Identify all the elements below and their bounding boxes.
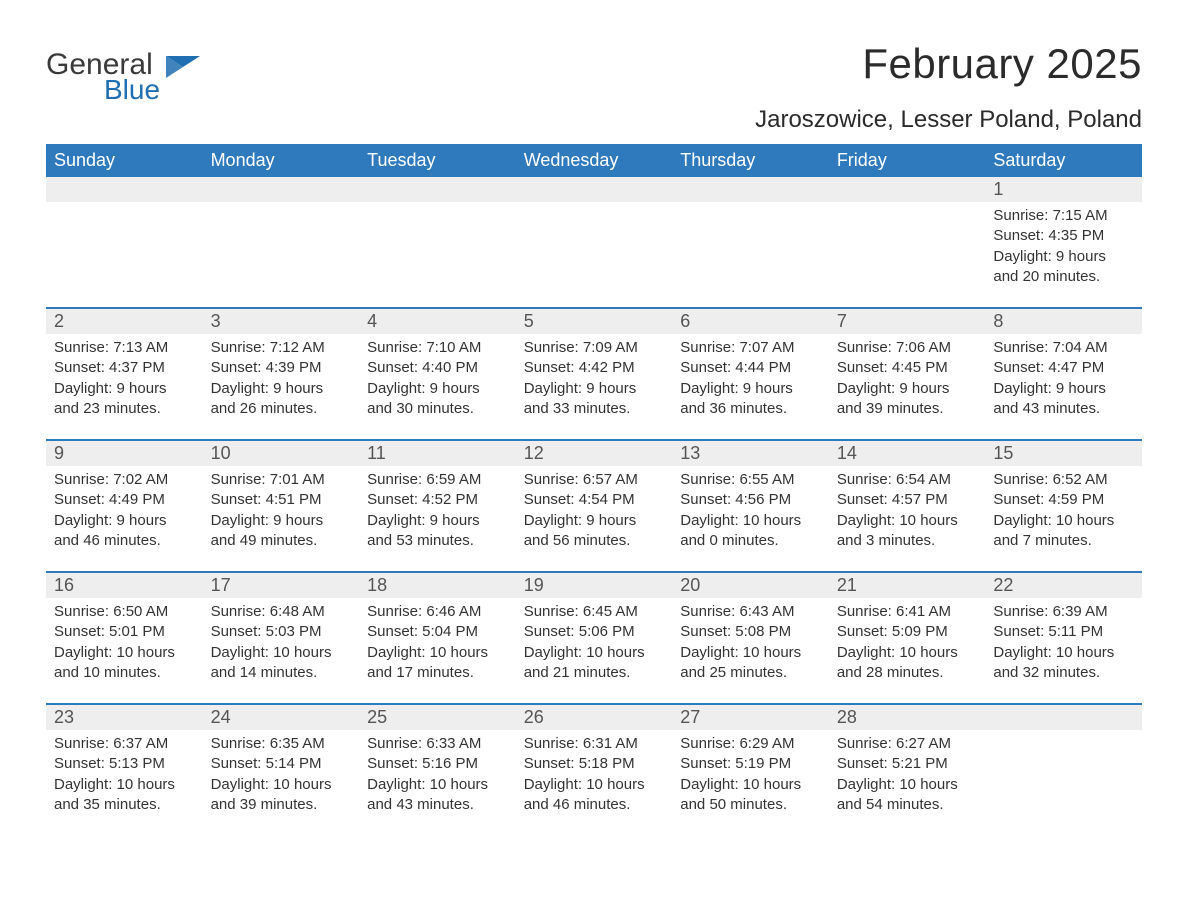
calendar-body: 1 Sunrise: 7:15 AMSunset: 4:35 PMDayligh… bbox=[46, 177, 1142, 835]
day-detail-cell: Sunrise: 7:09 AMSunset: 4:42 PMDaylight:… bbox=[516, 334, 673, 439]
day-number-cell: 28 bbox=[829, 705, 986, 730]
day-number-cell bbox=[203, 177, 360, 202]
day-number-row: 1 bbox=[46, 177, 1142, 202]
day-of-week-header: Monday bbox=[203, 144, 360, 177]
day-number-cell: 27 bbox=[672, 705, 829, 730]
day-detail-row: Sunrise: 7:13 AMSunset: 4:37 PMDaylight:… bbox=[46, 334, 1142, 439]
day-detail-cell bbox=[203, 202, 360, 307]
day-number-cell: 4 bbox=[359, 309, 516, 334]
day-detail-cell bbox=[672, 202, 829, 307]
day-detail-cell: Sunrise: 6:45 AMSunset: 5:06 PMDaylight:… bbox=[516, 598, 673, 703]
day-detail-cell: Sunrise: 6:29 AMSunset: 5:19 PMDaylight:… bbox=[672, 730, 829, 835]
day-detail-cell: Sunrise: 7:07 AMSunset: 4:44 PMDaylight:… bbox=[672, 334, 829, 439]
day-detail-cell: Sunrise: 6:55 AMSunset: 4:56 PMDaylight:… bbox=[672, 466, 829, 571]
day-number-cell: 7 bbox=[829, 309, 986, 334]
day-number-cell bbox=[829, 177, 986, 202]
day-detail-cell bbox=[359, 202, 516, 307]
day-detail-cell: Sunrise: 6:43 AMSunset: 5:08 PMDaylight:… bbox=[672, 598, 829, 703]
day-detail-cell bbox=[985, 730, 1142, 835]
day-number-cell: 3 bbox=[203, 309, 360, 334]
day-of-week-header: Tuesday bbox=[359, 144, 516, 177]
day-detail-cell: Sunrise: 6:35 AMSunset: 5:14 PMDaylight:… bbox=[203, 730, 360, 835]
day-number-cell: 25 bbox=[359, 705, 516, 730]
day-number-cell: 19 bbox=[516, 573, 673, 598]
day-detail-cell: Sunrise: 7:13 AMSunset: 4:37 PMDaylight:… bbox=[46, 334, 203, 439]
day-detail-cell: Sunrise: 6:52 AMSunset: 4:59 PMDaylight:… bbox=[985, 466, 1142, 571]
day-number-cell: 20 bbox=[672, 573, 829, 598]
day-number-row: 232425262728 bbox=[46, 705, 1142, 730]
day-detail-cell bbox=[829, 202, 986, 307]
month-title: February 2025 bbox=[755, 40, 1142, 88]
day-number-cell bbox=[672, 177, 829, 202]
brand-text: General Blue bbox=[46, 50, 160, 104]
day-detail-cell: Sunrise: 6:41 AMSunset: 5:09 PMDaylight:… bbox=[829, 598, 986, 703]
brand-logo: General Blue bbox=[46, 40, 200, 104]
day-detail-cell: Sunrise: 6:39 AMSunset: 5:11 PMDaylight:… bbox=[985, 598, 1142, 703]
day-detail-cell: Sunrise: 6:59 AMSunset: 4:52 PMDaylight:… bbox=[359, 466, 516, 571]
day-detail-cell: Sunrise: 7:15 AMSunset: 4:35 PMDaylight:… bbox=[985, 202, 1142, 307]
day-detail-cell: Sunrise: 6:57 AMSunset: 4:54 PMDaylight:… bbox=[516, 466, 673, 571]
day-detail-cell: Sunrise: 7:01 AMSunset: 4:51 PMDaylight:… bbox=[203, 466, 360, 571]
day-number-cell: 14 bbox=[829, 441, 986, 466]
day-number-cell: 13 bbox=[672, 441, 829, 466]
day-number-cell bbox=[359, 177, 516, 202]
day-detail-cell: Sunrise: 7:06 AMSunset: 4:45 PMDaylight:… bbox=[829, 334, 986, 439]
day-number-cell: 6 bbox=[672, 309, 829, 334]
day-number-cell: 21 bbox=[829, 573, 986, 598]
day-number-cell: 16 bbox=[46, 573, 203, 598]
location-subtitle: Jaroszowice, Lesser Poland, Poland bbox=[755, 106, 1142, 134]
day-number-cell: 9 bbox=[46, 441, 203, 466]
day-number-cell: 12 bbox=[516, 441, 673, 466]
day-of-week-header: Wednesday bbox=[516, 144, 673, 177]
day-number-cell bbox=[46, 177, 203, 202]
day-number-cell: 23 bbox=[46, 705, 203, 730]
day-number-cell: 26 bbox=[516, 705, 673, 730]
day-detail-cell: Sunrise: 6:50 AMSunset: 5:01 PMDaylight:… bbox=[46, 598, 203, 703]
day-detail-cell: Sunrise: 7:04 AMSunset: 4:47 PMDaylight:… bbox=[985, 334, 1142, 439]
day-number-cell: 24 bbox=[203, 705, 360, 730]
day-of-week-header: Sunday bbox=[46, 144, 203, 177]
day-number-cell bbox=[516, 177, 673, 202]
title-block: February 2025 Jaroszowice, Lesser Poland… bbox=[755, 40, 1142, 134]
day-of-week-row: SundayMondayTuesdayWednesdayThursdayFrid… bbox=[46, 144, 1142, 177]
day-detail-cell: Sunrise: 6:46 AMSunset: 5:04 PMDaylight:… bbox=[359, 598, 516, 703]
day-detail-cell: Sunrise: 6:37 AMSunset: 5:13 PMDaylight:… bbox=[46, 730, 203, 835]
day-detail-cell: Sunrise: 7:12 AMSunset: 4:39 PMDaylight:… bbox=[203, 334, 360, 439]
day-of-week-header: Friday bbox=[829, 144, 986, 177]
day-number-cell: 22 bbox=[985, 573, 1142, 598]
day-number-row: 16171819202122 bbox=[46, 573, 1142, 598]
day-number-cell: 11 bbox=[359, 441, 516, 466]
day-detail-row: Sunrise: 6:37 AMSunset: 5:13 PMDaylight:… bbox=[46, 730, 1142, 835]
day-detail-row: Sunrise: 7:02 AMSunset: 4:49 PMDaylight:… bbox=[46, 466, 1142, 571]
day-number-row: 9101112131415 bbox=[46, 441, 1142, 466]
day-number-cell: 17 bbox=[203, 573, 360, 598]
day-detail-cell: Sunrise: 6:48 AMSunset: 5:03 PMDaylight:… bbox=[203, 598, 360, 703]
day-number-cell: 5 bbox=[516, 309, 673, 334]
day-detail-cell bbox=[516, 202, 673, 307]
calendar-table: SundayMondayTuesdayWednesdayThursdayFrid… bbox=[46, 144, 1142, 835]
day-detail-cell: Sunrise: 6:54 AMSunset: 4:57 PMDaylight:… bbox=[829, 466, 986, 571]
day-detail-cell: Sunrise: 6:27 AMSunset: 5:21 PMDaylight:… bbox=[829, 730, 986, 835]
day-number-cell: 8 bbox=[985, 309, 1142, 334]
day-number-cell: 1 bbox=[985, 177, 1142, 202]
day-number-cell bbox=[985, 705, 1142, 730]
day-number-cell: 15 bbox=[985, 441, 1142, 466]
day-detail-cell: Sunrise: 7:10 AMSunset: 4:40 PMDaylight:… bbox=[359, 334, 516, 439]
day-number-cell: 2 bbox=[46, 309, 203, 334]
day-detail-row: Sunrise: 7:15 AMSunset: 4:35 PMDaylight:… bbox=[46, 202, 1142, 307]
day-detail-cell: Sunrise: 6:33 AMSunset: 5:16 PMDaylight:… bbox=[359, 730, 516, 835]
day-detail-cell: Sunrise: 6:31 AMSunset: 5:18 PMDaylight:… bbox=[516, 730, 673, 835]
day-of-week-header: Thursday bbox=[672, 144, 829, 177]
flag-icon bbox=[166, 56, 200, 78]
brand-word-blue: Blue bbox=[104, 76, 160, 104]
day-number-cell: 10 bbox=[203, 441, 360, 466]
day-detail-cell: Sunrise: 7:02 AMSunset: 4:49 PMDaylight:… bbox=[46, 466, 203, 571]
day-detail-cell bbox=[46, 202, 203, 307]
day-of-week-header: Saturday bbox=[985, 144, 1142, 177]
day-number-row: 2345678 bbox=[46, 309, 1142, 334]
day-number-cell: 18 bbox=[359, 573, 516, 598]
day-detail-row: Sunrise: 6:50 AMSunset: 5:01 PMDaylight:… bbox=[46, 598, 1142, 703]
header: General Blue February 2025 Jaroszowice, … bbox=[46, 40, 1142, 134]
